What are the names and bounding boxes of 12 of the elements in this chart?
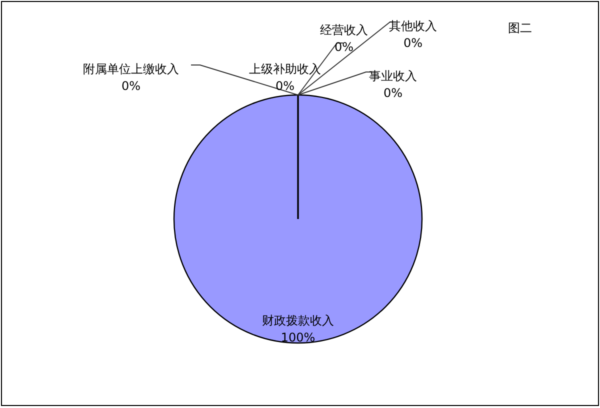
text: 0% [275, 79, 295, 93]
text: 图二 [508, 21, 532, 35]
data-label: 100% [280, 330, 316, 345]
category-label: 其他收入 [389, 19, 438, 33]
text: 0% [121, 79, 141, 93]
text: 0% [403, 36, 423, 50]
category-label: 附属单位上缴收入 [83, 62, 180, 76]
text: 0% [383, 86, 403, 100]
category-label: 事业收入 [369, 69, 418, 83]
category-label: 经营收入 [320, 23, 368, 37]
slice-label: 财政拨款收入 [262, 314, 334, 328]
text: 0% [334, 40, 354, 54]
